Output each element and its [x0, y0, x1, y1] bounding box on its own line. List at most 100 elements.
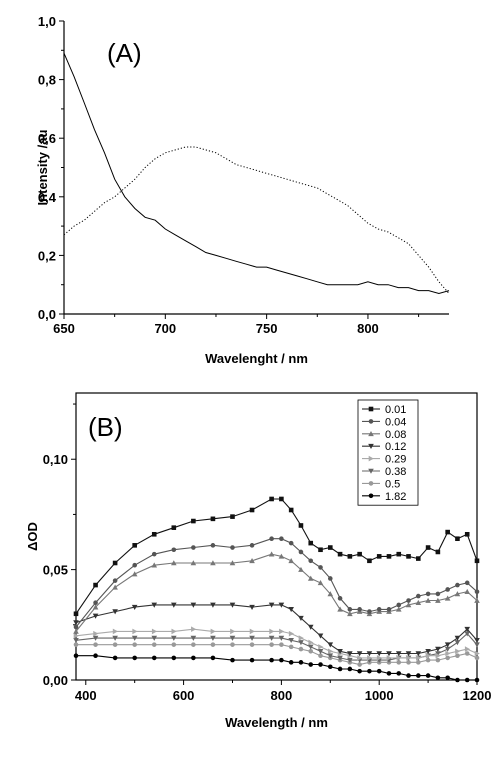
panel-b-y-axis-title: ΔOD [25, 522, 40, 551]
panel-b-data-point [474, 642, 480, 648]
panel-b-data-point [112, 584, 118, 590]
panel-b-data-point [474, 597, 480, 603]
panel-b-legend-label: 0.29 [385, 454, 406, 466]
panel-b-data-point [73, 620, 79, 626]
panel-b-data-point [171, 628, 177, 635]
panel-b-data-point [474, 558, 480, 564]
panel-b-data-point [132, 562, 137, 568]
panel-b-data-point [230, 642, 235, 647]
panel-b-data-point [230, 628, 236, 635]
panel-b-data-point [269, 657, 274, 663]
panel-b-data-point [288, 507, 294, 513]
panel-b-data-point [171, 642, 177, 647]
panel-b-data-point [356, 651, 363, 657]
panel-b-data-point [210, 543, 216, 548]
panel-b-data-point [190, 602, 197, 608]
panel-b-y-tick-label: 0,00 [43, 673, 68, 688]
panel-b-data-point [445, 587, 450, 592]
panel-b-data-point [93, 642, 98, 647]
panel-b-data-point [288, 557, 294, 564]
panel-b-data-point [92, 604, 99, 610]
panel-b-data-point [249, 635, 255, 641]
panel-b-data-point [416, 556, 421, 561]
panel-b-x-tick-label: 800 [271, 688, 293, 703]
panel-b-data-point [357, 655, 363, 661]
panel-b-data-point [425, 673, 431, 678]
panel-b-data-point [416, 673, 421, 678]
panel-b-legend-label: 0.5 [385, 478, 400, 490]
panel-b-data-point [425, 652, 431, 659]
panel-b-data-point [406, 673, 411, 678]
panel-b-data-point [288, 644, 294, 650]
panel-b-data-point [308, 649, 314, 654]
panel-b-data-point [93, 600, 98, 606]
panel-b-data-point [464, 580, 470, 586]
panel-b-data-point [415, 599, 422, 606]
panel-b-data-point [474, 655, 480, 661]
panel-b-data-point [474, 677, 480, 683]
panel-b-data-point [132, 642, 137, 647]
panel-b-data-point [249, 642, 255, 647]
panel-b-legend-marker [368, 443, 374, 449]
panel-b-series-0.5 [73, 642, 480, 667]
panel-b-data-point [307, 624, 314, 630]
panel-b-data-point [307, 644, 314, 650]
panel-b-legend-entry: 0.04 [362, 416, 406, 428]
panel-b-data-point [367, 655, 373, 661]
panel-b-x-tick-label: 600 [173, 688, 195, 703]
panel-b-legend-label: 0.12 [385, 441, 406, 453]
panel-b-data-point [191, 626, 197, 633]
panel-b-data-point [317, 580, 324, 586]
panel-b-data-point [230, 657, 235, 663]
panel-b-data-point [278, 553, 285, 559]
panel-b-data-point [230, 545, 235, 550]
panel-b-data-point [376, 554, 382, 559]
panel-b-data-point [151, 602, 158, 608]
panel-b-legend-label: 0.38 [385, 466, 406, 478]
panel-b-data-point [445, 650, 451, 657]
panel-b-data-point [425, 591, 431, 597]
panel-b-data-point [112, 578, 118, 583]
panel-b-legend-box [357, 399, 419, 506]
panel-a-y-tick-label: 0,0 [38, 307, 56, 322]
panel-a-chart: 650 700 750 800 0,0 0,2 0,4 0,6 0,8 1,0 Wavelenght… [35, 14, 450, 366]
panel-b-legend: 0.010.040.080.120.290.380.51.82 [357, 399, 419, 506]
panel-b-data-point [396, 551, 402, 557]
panel-b-data-point [347, 607, 353, 612]
panel-b-legend-marker [368, 406, 374, 412]
panel-b-data-point [269, 536, 274, 542]
panel-b-data-point [269, 496, 274, 502]
panel-b-data-point [210, 642, 216, 647]
panel-b-data-point [268, 551, 275, 557]
panel-b-data-point [249, 604, 255, 610]
panel-b-data-point [317, 649, 324, 655]
panel-b-data-point [386, 607, 392, 612]
panel-b-data-point [425, 649, 431, 655]
panel-b-data-point [279, 496, 284, 502]
panel-a-label: (A) [107, 38, 142, 68]
panel-b-x-tick-label: 1200 [463, 688, 492, 703]
panel-b-data-point [279, 642, 284, 647]
panel-b-data-point [249, 628, 255, 635]
panel-b-data-point [278, 602, 285, 608]
panel-b-data-point [406, 655, 412, 661]
panel-b-data-point [327, 545, 333, 550]
panel-b-series-0.04 [73, 536, 480, 630]
panel-b-data-point [455, 582, 460, 588]
panel-a-x-tick-label: 650 [53, 321, 75, 336]
panel-b-data-point [288, 637, 294, 644]
panel-b-data-point [298, 640, 304, 646]
panel-b-data-point [73, 633, 79, 639]
panel-b-data-point [337, 655, 343, 661]
panel-b-data-point [337, 551, 343, 557]
panel-a-y-tick-label: 0,2 [38, 248, 56, 263]
panel-b-data-point [455, 536, 460, 542]
panel-b-data-point [395, 651, 402, 657]
panel-b-data-point [416, 593, 421, 599]
panel-b-series-0.08 [73, 551, 480, 634]
panel-b-legend-entry: 1.82 [362, 491, 406, 503]
panel-b-data-point [308, 639, 314, 646]
panel-b-chart: 400 600 800 1000 1200 0,00 0,05 0,10 Wavelength … [25, 392, 492, 730]
panel-b-data-point [406, 598, 411, 603]
panel-b-data-point [347, 651, 353, 657]
